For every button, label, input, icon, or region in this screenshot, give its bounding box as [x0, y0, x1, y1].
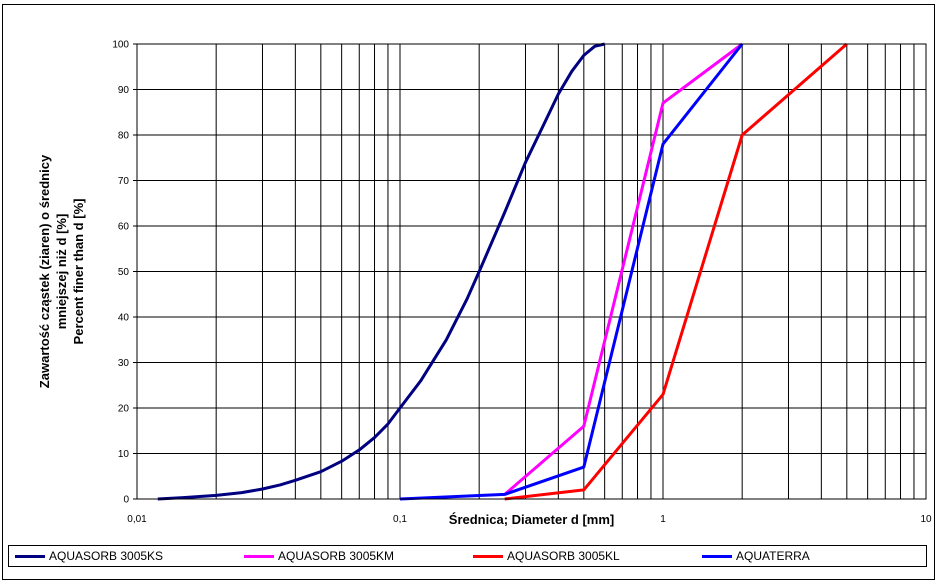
y-tick-label: 10: [118, 449, 130, 460]
series-line: [504, 42, 848, 501]
legend-label: AQUASORB 3005KL: [507, 549, 620, 563]
legend: AQUASORB 3005KS AQUASORB 3005KM AQUASORB 3…: [8, 545, 927, 567]
y-tick-label: 20: [118, 404, 130, 415]
legend-swatch: [473, 554, 503, 558]
y-tick-label: 100: [112, 40, 129, 51]
x-tick-label: 1: [660, 514, 666, 525]
series-line: [157, 42, 606, 501]
legend-label: AQUASORB 3005KM: [278, 549, 395, 563]
y-tick-label: 40: [118, 313, 130, 324]
series-line: [399, 43, 744, 501]
legend-item: AQUASORB 3005KM: [238, 549, 467, 563]
y-axis-title-line: Percent finer than d [%]: [71, 199, 86, 345]
legend-item: AQUASORB 3005KS: [9, 549, 238, 563]
legend-label: AQUASORB 3005KS: [49, 549, 164, 563]
y-tick-label: 30: [118, 358, 130, 369]
y-tick-label: 60: [118, 222, 130, 233]
x-axis-title: Średnica; Diameter d [mm]: [449, 512, 614, 527]
legend-label: AQUATERRA: [736, 549, 810, 563]
x-tick-label: 10: [920, 514, 932, 525]
series-line: [503, 42, 744, 496]
y-tick-label: 90: [118, 85, 130, 96]
x-tick-label: 0,01: [127, 514, 147, 525]
y-axis-title-line: Zawartość cząstek (ziaren) o średnicy: [37, 154, 52, 388]
y-tick-label: 0: [123, 495, 129, 506]
y-tick-label: 70: [118, 176, 130, 187]
legend-item: AQUASORB 3005KL: [467, 549, 696, 563]
legend-swatch: [702, 554, 732, 558]
legend-item: AQUATERRA: [696, 549, 925, 563]
y-axis-title: Zawartość cząstek (ziaren) o średnicy mni…: [37, 154, 86, 388]
y-axis-title-line: mniejszej niż d [%]: [54, 214, 69, 330]
y-tick-label: 50: [118, 267, 130, 278]
legend-swatch: [244, 554, 274, 558]
legend-swatch: [15, 554, 45, 558]
y-tick-label: 80: [118, 131, 130, 142]
x-tick-label: 0,1: [393, 514, 407, 525]
